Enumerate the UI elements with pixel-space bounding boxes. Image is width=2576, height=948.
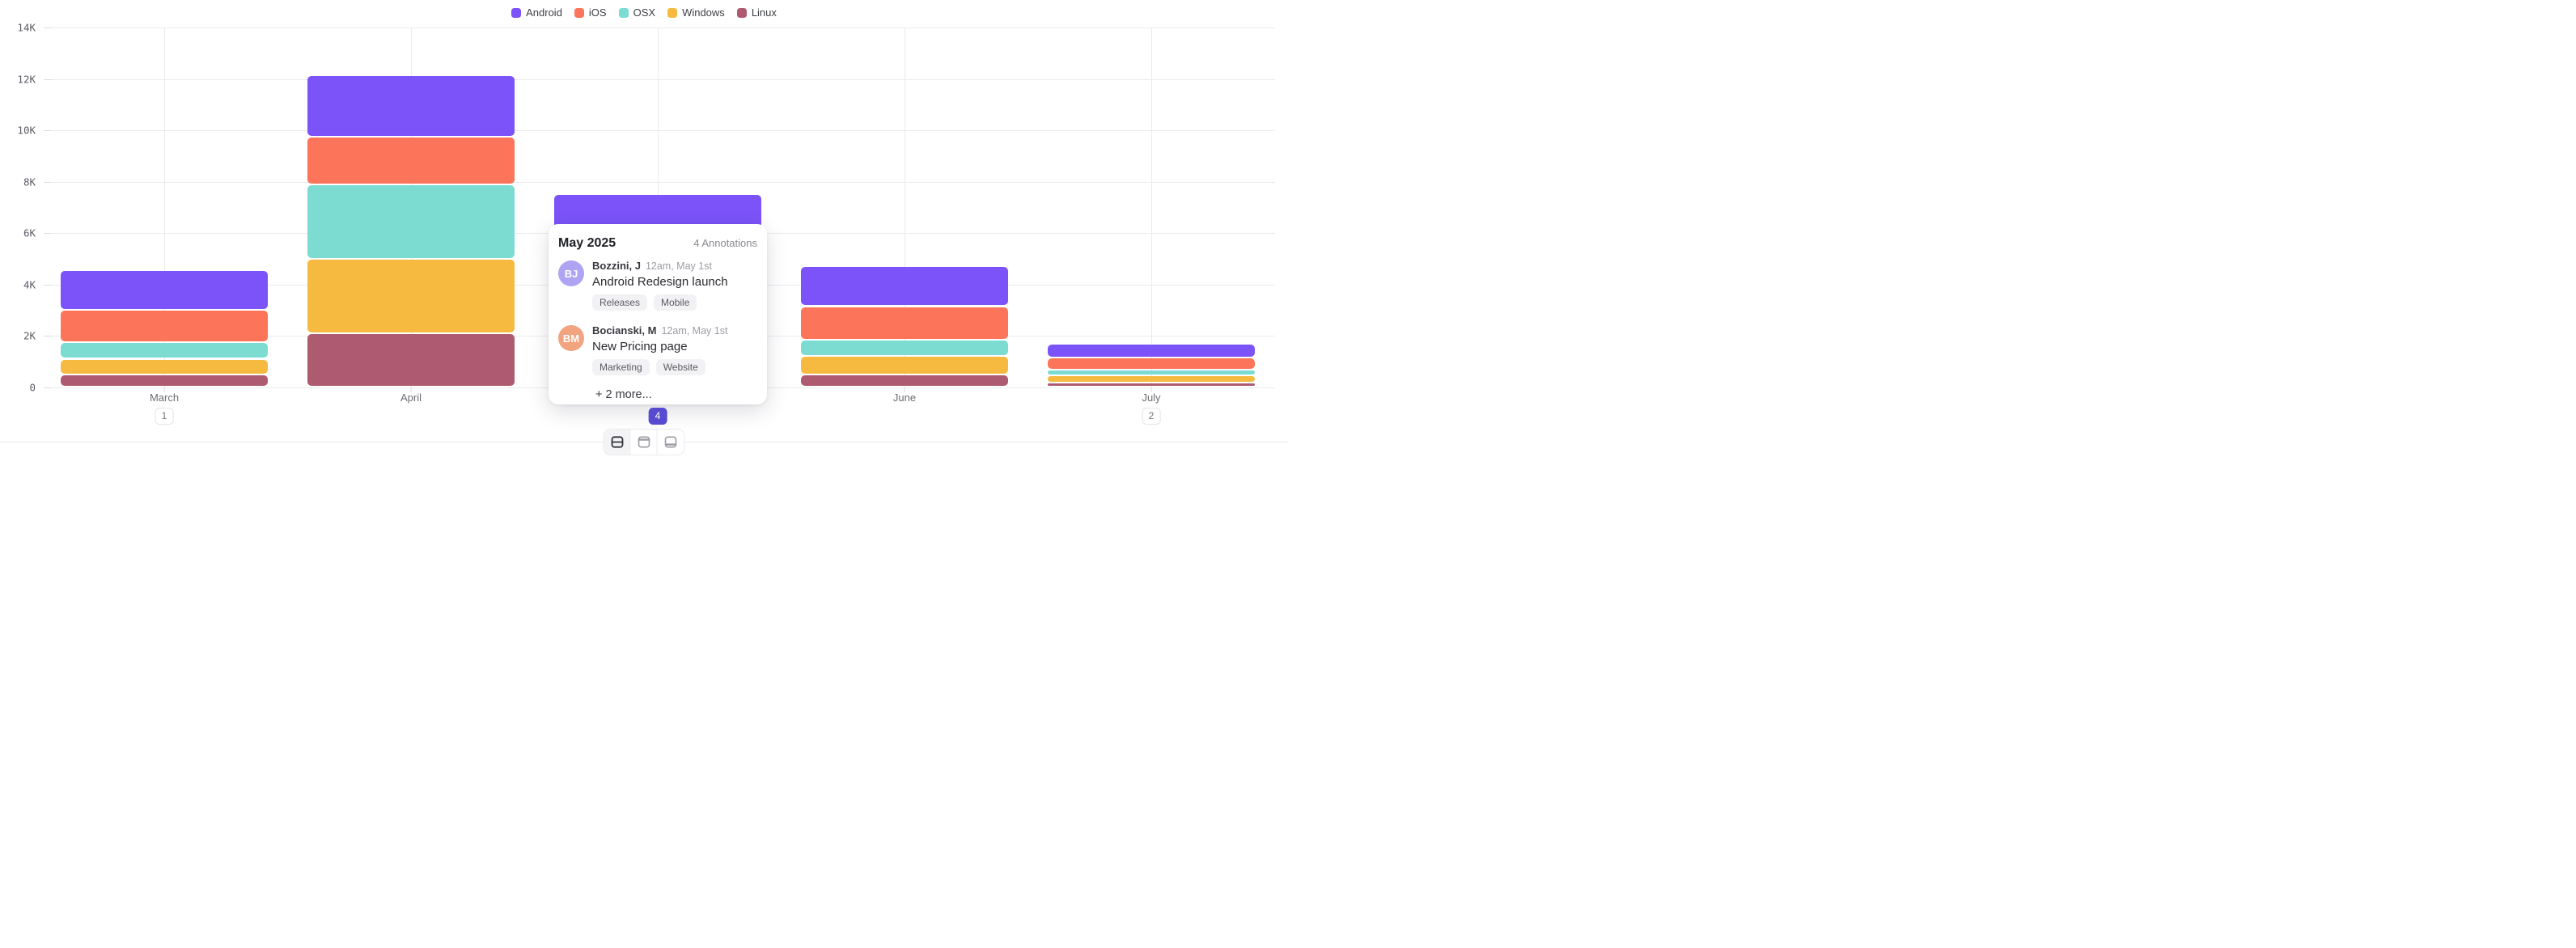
annotation-item[interactable]: BJ Bozzini, J 12am, May 1st Android Redes… — [558, 260, 757, 311]
y-axis-tick-label: 10K — [17, 124, 36, 137]
x-axis-tick — [163, 387, 165, 392]
x-axis-label-june: June — [892, 391, 917, 404]
y-axis-tick-label: 4K — [23, 278, 36, 290]
legend-swatch-icon — [574, 7, 584, 18]
bar-segment-ios-march[interactable] — [61, 311, 268, 341]
x-axis-label-april: April — [400, 391, 422, 404]
bar-segment-osx-march[interactable] — [61, 342, 268, 358]
bar-segment-windows-april[interactable] — [307, 259, 515, 332]
x-axis-tick — [410, 387, 412, 392]
legend-item-windows[interactable]: Windows — [667, 6, 725, 19]
annotation-timestamp: 12am, May 1st — [661, 325, 728, 336]
bar-segment-osx-april[interactable] — [307, 184, 515, 258]
annotation-timestamp: 12am, May 1st — [645, 260, 712, 272]
legend-swatch-icon — [667, 7, 678, 18]
y-axis-tick — [44, 130, 51, 131]
legend-item-label: Windows — [682, 6, 725, 19]
y-axis-tick-label: 8K — [23, 176, 36, 188]
annotation-tag-pill: Marketing — [592, 359, 650, 375]
annotation-count-badge-march[interactable]: 1 — [155, 408, 174, 425]
y-axis-tick-label: 14K — [17, 21, 36, 34]
layout-header-top-button[interactable] — [630, 430, 658, 455]
chart-legend: Android iOS OSX Windows Linux — [0, 6, 1288, 19]
layout-header-top-icon — [638, 436, 650, 448]
layout-rows-split-button[interactable] — [604, 430, 631, 455]
bar-segment-windows-june[interactable] — [801, 357, 1008, 374]
bar-segment-android-april[interactable] — [307, 75, 515, 136]
bar-segment-linux-june[interactable] — [801, 375, 1008, 387]
y-axis-tick-label: 6K — [23, 226, 36, 239]
annotation-title: Android Redesign launch — [592, 275, 728, 289]
y-axis-tick — [44, 78, 51, 80]
y-axis-tick-label: 0 — [29, 381, 36, 393]
legend-item-label: OSX — [633, 6, 656, 19]
gridline-horizontal — [44, 78, 1275, 80]
gridline-vertical — [164, 28, 165, 387]
gridline-horizontal — [44, 181, 1275, 183]
avatar: BJ — [558, 260, 584, 286]
gridline-vertical — [1151, 28, 1152, 387]
avatar: BM — [558, 325, 584, 351]
legend-swatch-icon — [736, 7, 747, 18]
more-annotations-link[interactable]: + 2 more... — [595, 388, 652, 401]
legend-swatch-icon — [618, 7, 629, 18]
annotation-tag-pill: Website — [655, 359, 705, 375]
y-axis-tick — [44, 387, 51, 388]
x-axis-label-july: July — [1142, 391, 1161, 404]
legend-item-linux[interactable]: Linux — [736, 6, 777, 19]
annotation-tags: Releases Mobile — [592, 294, 728, 311]
legend-item-label: Android — [526, 6, 562, 19]
annotation-tag-pill: Releases — [592, 294, 648, 311]
legend-item-label: iOS — [588, 6, 607, 19]
annotation-author: Bocianski, M — [592, 324, 657, 336]
bar-segment-linux-march[interactable] — [61, 375, 268, 387]
y-axis-tick — [44, 284, 51, 286]
x-axis-label-march: March — [149, 391, 180, 404]
legend-item-android[interactable]: Android — [511, 6, 562, 19]
bar-segment-ios-july[interactable] — [1048, 358, 1255, 370]
annotation-author: Bozzini, J — [592, 260, 641, 272]
layout-footer-bottom-button[interactable] — [657, 430, 684, 455]
popup-title: May 2025 — [558, 236, 616, 250]
layout-switcher — [603, 429, 685, 455]
y-axis-tick-label: 2K — [23, 329, 36, 342]
annotation-count-badge-may[interactable]: 4 — [648, 408, 667, 425]
bar-segment-ios-april[interactable] — [307, 137, 515, 184]
bar-segment-windows-march[interactable] — [61, 359, 268, 374]
y-axis-tick-label: 12K — [17, 73, 36, 85]
bar-segment-android-july[interactable] — [1048, 344, 1255, 357]
annotations-popup: May 2025 4 Annotations BJ Bozzini, J 12am… — [549, 224, 767, 404]
legend-item-ios[interactable]: iOS — [574, 6, 607, 19]
bar-segment-osx-june[interactable] — [801, 340, 1008, 356]
layout-footer-bottom-icon — [664, 436, 677, 448]
x-axis-tick — [1150, 387, 1152, 392]
bar-segment-ios-june[interactable] — [801, 307, 1008, 339]
annotation-count-badge-july[interactable]: 2 — [1142, 408, 1161, 425]
annotation-tags: Marketing Website — [592, 359, 727, 375]
bar-segment-windows-july[interactable] — [1048, 376, 1255, 383]
bar-segment-android-june[interactable] — [801, 267, 1008, 306]
annotation-tag-pill: Mobile — [654, 294, 697, 311]
annotations-chart-app: Android iOS OSX Windows Linux 14K 12K 10K 8K 6K 4… — [0, 0, 1288, 474]
legend-item-label: Linux — [751, 6, 777, 19]
bar-segment-android-march[interactable] — [61, 271, 268, 310]
y-axis-tick — [44, 233, 51, 234]
bar-segment-osx-july[interactable] — [1048, 370, 1255, 375]
annotation-title: New Pricing page — [592, 340, 688, 353]
annotations-count: 4 Annotations — [693, 237, 757, 249]
annotation-item[interactable]: BM Bocianski, M 12am, May 1st New Pricing… — [558, 325, 757, 375]
annotations-list: BJ Bozzini, J 12am, May 1st Android Redes… — [558, 260, 757, 375]
layout-rows-split-icon — [611, 436, 623, 448]
y-axis-tick — [44, 181, 51, 183]
popup-header: May 2025 4 Annotations — [558, 236, 757, 251]
gridline-horizontal — [44, 130, 1275, 131]
bar-segment-linux-april[interactable] — [307, 333, 515, 387]
bar-segment-linux-july[interactable] — [1048, 383, 1255, 387]
legend-swatch-icon — [511, 7, 522, 18]
legend-item-osx[interactable]: OSX — [618, 6, 656, 19]
